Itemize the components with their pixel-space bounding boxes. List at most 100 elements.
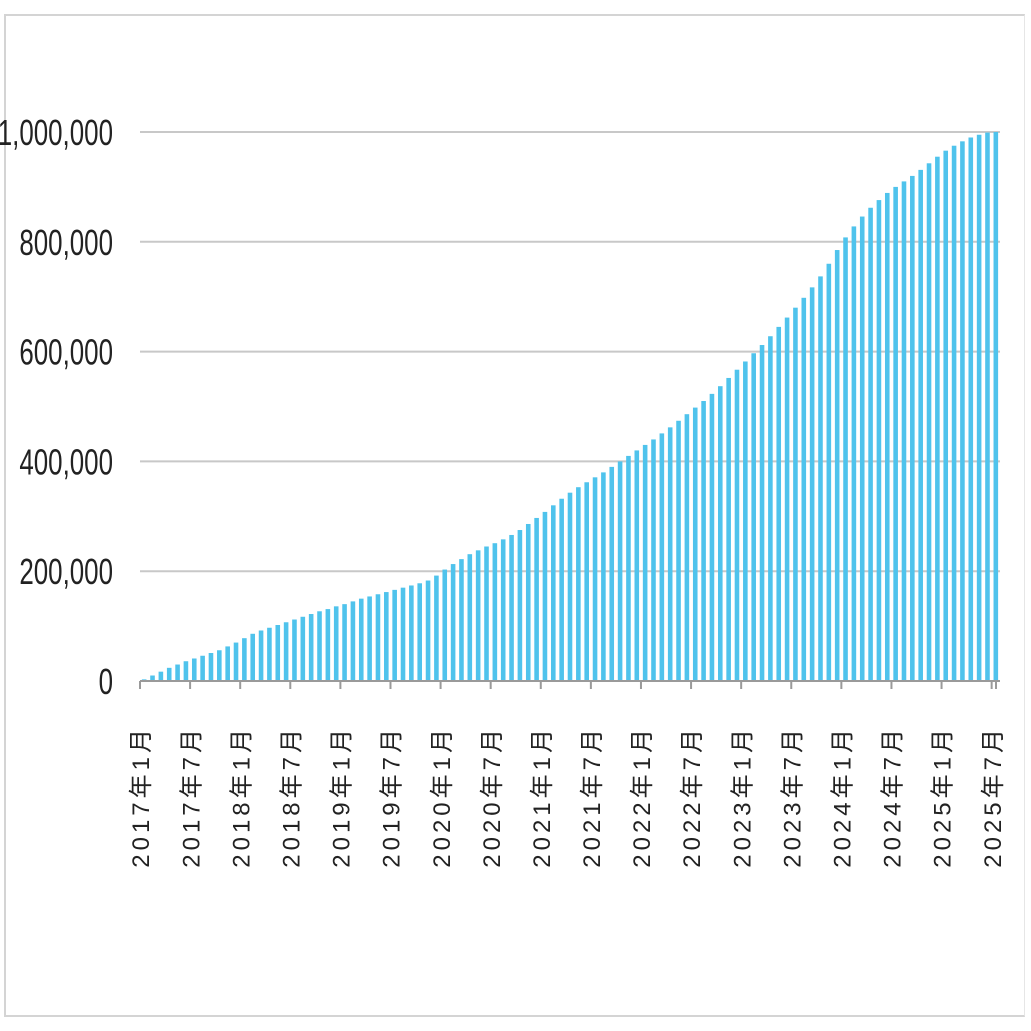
bar — [175, 664, 180, 681]
bar-series — [141, 132, 999, 682]
bar — [709, 393, 715, 681]
bar — [626, 455, 631, 681]
bar — [308, 614, 314, 681]
bar — [292, 619, 297, 681]
bar — [910, 175, 915, 682]
bar — [467, 554, 473, 681]
x-tick-label: 2022年7月 — [679, 725, 706, 868]
bar — [617, 461, 623, 681]
bar — [776, 326, 782, 681]
bar — [692, 407, 698, 681]
bar — [317, 611, 322, 681]
bar — [400, 587, 406, 681]
y-axis-tick-labels: 0 200,000 400,000 600,000 800,000 1,000,000 — [0, 113, 113, 702]
x-tick-label: 2022年1月 — [629, 725, 656, 868]
bar — [951, 145, 957, 682]
bar — [826, 263, 832, 681]
bar — [684, 414, 690, 681]
bar — [768, 336, 773, 681]
bar — [150, 675, 155, 681]
y-tick-label-group: 800,000 — [19, 223, 113, 263]
x-axis-tick-labels: 2017年1月 2017年7月 2018年1月 2018年7月 2019年1月 2019年… — [128, 725, 1007, 868]
bar — [601, 472, 606, 681]
bar — [367, 596, 372, 681]
bar — [417, 583, 423, 681]
bar — [275, 625, 281, 681]
bar — [450, 564, 456, 681]
bar — [634, 450, 640, 681]
bar — [484, 546, 489, 681]
bar — [242, 638, 247, 681]
bar — [542, 511, 548, 681]
y-tick-label: 800,000 — [19, 223, 113, 263]
bar — [926, 163, 932, 682]
bar — [183, 661, 189, 681]
bar — [492, 543, 498, 681]
bar — [801, 297, 807, 681]
x-tick-label: 2024年1月 — [830, 725, 857, 868]
y-tick-label-group: 400,000 — [19, 442, 113, 482]
bar — [567, 492, 573, 681]
bar — [584, 482, 589, 681]
x-tick-label: 2017年1月 — [128, 725, 155, 868]
x-tick-label: 2025年1月 — [930, 725, 957, 868]
y-tick-label: 400,000 — [19, 442, 113, 482]
bar — [475, 550, 481, 681]
bar — [726, 377, 731, 681]
bar — [642, 444, 648, 681]
bar — [876, 200, 882, 682]
bar — [576, 487, 581, 681]
bar — [843, 237, 848, 681]
x-tick-label: 2023年1月 — [729, 725, 756, 868]
bar — [592, 477, 598, 681]
y-tick-label-group: 600,000 — [19, 332, 113, 372]
bar — [976, 134, 982, 681]
chart-frame — [4, 14, 1025, 1017]
bar — [325, 609, 331, 681]
bar — [442, 569, 448, 681]
x-tick-label: 2018年1月 — [228, 725, 255, 868]
x-tick-label: 2020年7月 — [479, 725, 506, 868]
gridlines — [140, 131, 1000, 573]
bar — [409, 585, 414, 681]
y-tick-label-group: 1,000,000 — [0, 113, 113, 153]
bar — [717, 386, 723, 681]
y-tick-label-group: 200,000 — [19, 552, 113, 592]
bar — [859, 216, 865, 681]
bar — [751, 353, 756, 681]
bar — [759, 345, 765, 681]
bar — [434, 575, 439, 681]
y-tick-label-group: 0 — [99, 662, 113, 702]
bar — [525, 523, 531, 681]
bar — [217, 650, 222, 681]
bar — [701, 401, 706, 681]
bar — [784, 317, 790, 681]
bar — [793, 307, 798, 681]
bar — [225, 646, 230, 681]
bar — [267, 627, 272, 681]
y-tick-label: 600,000 — [19, 332, 113, 372]
bar — [333, 606, 339, 681]
bar — [551, 505, 556, 681]
bar — [651, 439, 656, 681]
x-tick-label: 2019年7月 — [379, 725, 406, 868]
bar — [659, 433, 665, 681]
x-tick-label: 2020年1月 — [429, 725, 456, 868]
bar — [208, 653, 214, 681]
bar — [250, 633, 256, 681]
x-tick-label: 2023年7月 — [779, 725, 806, 868]
x-tick-label: 2017年7月 — [178, 725, 205, 868]
bar — [350, 601, 356, 681]
bar — [375, 594, 381, 681]
bar — [191, 658, 197, 681]
bar — [960, 141, 965, 681]
x-axis — [139, 680, 1000, 689]
bar — [342, 604, 347, 681]
bar — [667, 427, 673, 681]
bar — [743, 361, 748, 681]
bar — [985, 132, 990, 681]
bar — [358, 598, 364, 681]
bar — [935, 156, 940, 681]
bar — [392, 589, 397, 681]
